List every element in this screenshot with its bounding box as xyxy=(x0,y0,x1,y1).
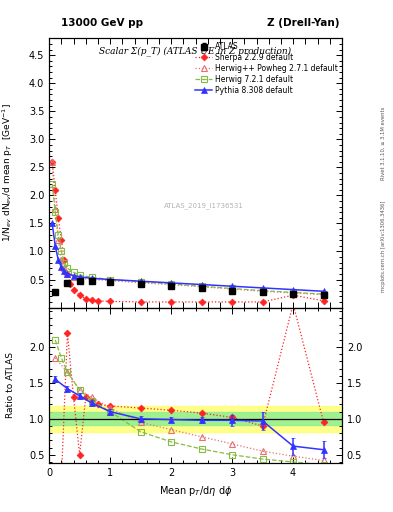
Pythia 8.308 default xyxy=(260,285,265,291)
Herwig 7.2.1 default xyxy=(108,276,112,283)
Herwig 7.2.1 default xyxy=(65,265,70,271)
Herwig++ Powheg 2.7.1 default xyxy=(291,290,296,296)
Sherpa 2.2.9 default xyxy=(71,287,76,293)
Text: mcplots.cern.ch [arXiv:1306.3436]: mcplots.cern.ch [arXiv:1306.3436] xyxy=(381,200,386,291)
Pythia 8.308 default xyxy=(53,243,58,249)
Text: ATLAS_2019_I1736531: ATLAS_2019_I1736531 xyxy=(164,202,244,209)
Herwig 7.2.1 default xyxy=(321,291,326,297)
Herwig 7.2.1 default xyxy=(230,285,235,291)
Sherpa 2.2.9 default xyxy=(50,159,55,165)
Bar xyxy=(49,406,342,432)
Text: Scalar Σ(p_T) (ATLAS UE in Z production): Scalar Σ(p_T) (ATLAS UE in Z production) xyxy=(99,47,292,56)
Legend: ATLAS, Sherpa 2.2.9 default, Herwig++ Powheg 2.7.1 default, Herwig 7.2.1 default: ATLAS, Sherpa 2.2.9 default, Herwig++ Po… xyxy=(194,40,340,96)
Pythia 8.308 default xyxy=(65,271,70,277)
Bar xyxy=(49,412,342,425)
Sherpa 2.2.9 default xyxy=(65,271,70,277)
Pythia 8.308 default xyxy=(199,282,204,288)
Herwig++ Powheg 2.7.1 default xyxy=(71,273,76,280)
Herwig 7.2.1 default xyxy=(260,288,265,294)
Herwig++ Powheg 2.7.1 default xyxy=(65,271,70,277)
Herwig 7.2.1 default xyxy=(77,272,82,278)
Sherpa 2.2.9 default xyxy=(68,281,73,287)
Sherpa 2.2.9 default xyxy=(138,299,143,305)
Sherpa 2.2.9 default xyxy=(59,237,64,243)
Herwig 7.2.1 default xyxy=(62,260,67,266)
Pythia 8.308 default xyxy=(59,264,64,270)
Sherpa 2.2.9 default xyxy=(83,295,88,302)
Herwig++ Powheg 2.7.1 default xyxy=(59,257,64,263)
Pythia 8.308 default xyxy=(230,283,235,289)
Sherpa 2.2.9 default xyxy=(291,292,296,298)
Pythia 8.308 default xyxy=(169,280,173,286)
Line: Herwig 7.2.1 default: Herwig 7.2.1 default xyxy=(50,181,327,297)
Pythia 8.308 default xyxy=(71,272,76,279)
Line: Pythia 8.308 default: Pythia 8.308 default xyxy=(50,221,327,294)
Y-axis label: Ratio to ATLAS: Ratio to ATLAS xyxy=(6,352,15,418)
Sherpa 2.2.9 default xyxy=(95,298,100,304)
Herwig 7.2.1 default xyxy=(59,248,64,254)
Herwig++ Powheg 2.7.1 default xyxy=(53,206,58,212)
Sherpa 2.2.9 default xyxy=(53,187,58,193)
Text: Z (Drell-Yan): Z (Drell-Yan) xyxy=(268,18,340,28)
Pythia 8.308 default xyxy=(50,220,55,226)
Pythia 8.308 default xyxy=(321,288,326,294)
Herwig 7.2.1 default xyxy=(291,289,296,295)
Pythia 8.308 default xyxy=(108,276,112,283)
Pythia 8.308 default xyxy=(138,278,143,284)
Line: Herwig++ Powheg 2.7.1 default: Herwig++ Powheg 2.7.1 default xyxy=(50,159,327,297)
Herwig++ Powheg 2.7.1 default xyxy=(138,280,143,286)
Herwig 7.2.1 default xyxy=(90,274,94,281)
Herwig 7.2.1 default xyxy=(53,209,58,215)
Herwig++ Powheg 2.7.1 default xyxy=(230,286,235,292)
Sherpa 2.2.9 default xyxy=(260,299,265,305)
Pythia 8.308 default xyxy=(77,273,82,280)
Herwig++ Powheg 2.7.1 default xyxy=(108,278,112,284)
Herwig++ Powheg 2.7.1 default xyxy=(260,288,265,294)
Pythia 8.308 default xyxy=(291,287,296,293)
Text: 13000 GeV pp: 13000 GeV pp xyxy=(61,18,143,28)
Herwig++ Powheg 2.7.1 default xyxy=(90,276,94,283)
Herwig++ Powheg 2.7.1 default xyxy=(62,265,67,271)
Pythia 8.308 default xyxy=(56,257,61,263)
Sherpa 2.2.9 default xyxy=(56,215,61,221)
Herwig++ Powheg 2.7.1 default xyxy=(77,275,82,282)
Text: Rivet 3.1.10, ≥ 3.1M events: Rivet 3.1.10, ≥ 3.1M events xyxy=(381,106,386,180)
Sherpa 2.2.9 default xyxy=(108,298,112,305)
Herwig 7.2.1 default xyxy=(169,281,173,287)
X-axis label: Mean p$_T$/d$\eta$ d$\phi$: Mean p$_T$/d$\eta$ d$\phi$ xyxy=(159,484,232,498)
Pythia 8.308 default xyxy=(62,268,67,274)
Sherpa 2.2.9 default xyxy=(199,299,204,305)
Line: Sherpa 2.2.9 default: Sherpa 2.2.9 default xyxy=(50,159,326,304)
Herwig 7.2.1 default xyxy=(199,283,204,289)
Sherpa 2.2.9 default xyxy=(62,257,67,263)
Sherpa 2.2.9 default xyxy=(321,298,326,304)
Herwig 7.2.1 default xyxy=(71,269,76,275)
Y-axis label: 1/N$_{ev}$ dN$_{ev}$/d mean p$_T$  [GeV$^{-1}$]: 1/N$_{ev}$ dN$_{ev}$/d mean p$_T$ [GeV$^… xyxy=(1,103,15,242)
Pythia 8.308 default xyxy=(90,275,94,282)
Herwig++ Powheg 2.7.1 default xyxy=(199,284,204,290)
Herwig++ Powheg 2.7.1 default xyxy=(50,159,55,165)
Sherpa 2.2.9 default xyxy=(90,297,94,303)
Sherpa 2.2.9 default xyxy=(230,299,235,305)
Herwig 7.2.1 default xyxy=(138,279,143,285)
Sherpa 2.2.9 default xyxy=(77,292,82,298)
Sherpa 2.2.9 default xyxy=(169,299,173,305)
Herwig++ Powheg 2.7.1 default xyxy=(56,237,61,243)
Herwig 7.2.1 default xyxy=(56,231,61,238)
Herwig++ Powheg 2.7.1 default xyxy=(321,291,326,297)
Herwig++ Powheg 2.7.1 default xyxy=(169,282,173,288)
Herwig 7.2.1 default xyxy=(50,181,55,187)
